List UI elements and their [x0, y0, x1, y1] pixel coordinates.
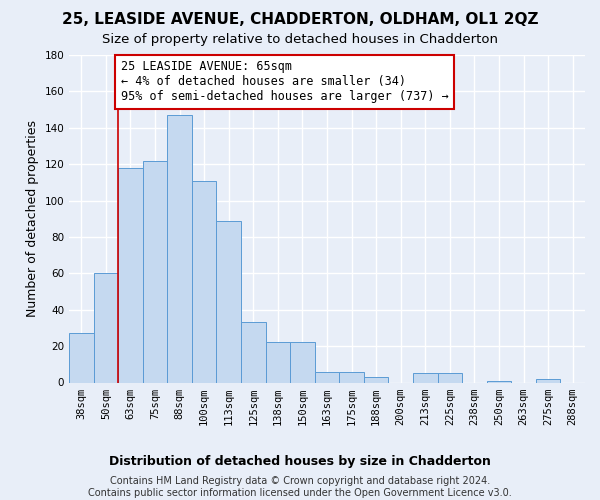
Text: Size of property relative to detached houses in Chadderton: Size of property relative to detached ho…	[102, 32, 498, 46]
Bar	[437, 374, 462, 382]
Bar	[364, 377, 388, 382]
Bar	[339, 372, 364, 382]
Bar	[217, 220, 241, 382]
Bar	[487, 380, 511, 382]
Bar	[118, 168, 143, 382]
Bar	[536, 379, 560, 382]
Bar	[315, 372, 339, 382]
Bar	[143, 160, 167, 382]
Bar	[69, 334, 94, 382]
Text: 25, LEASIDE AVENUE, CHADDERTON, OLDHAM, OL1 2QZ: 25, LEASIDE AVENUE, CHADDERTON, OLDHAM, …	[62, 12, 538, 28]
Bar	[266, 342, 290, 382]
Text: Distribution of detached houses by size in Chadderton: Distribution of detached houses by size …	[109, 455, 491, 468]
Y-axis label: Number of detached properties: Number of detached properties	[26, 120, 39, 318]
Bar	[192, 180, 217, 382]
Bar	[94, 274, 118, 382]
Bar	[413, 374, 437, 382]
Bar	[167, 115, 192, 382]
Bar	[241, 322, 266, 382]
Text: Contains HM Land Registry data © Crown copyright and database right 2024.: Contains HM Land Registry data © Crown c…	[110, 476, 490, 486]
Text: Contains public sector information licensed under the Open Government Licence v3: Contains public sector information licen…	[88, 488, 512, 498]
Bar	[290, 342, 315, 382]
Text: 25 LEASIDE AVENUE: 65sqm
← 4% of detached houses are smaller (34)
95% of semi-de: 25 LEASIDE AVENUE: 65sqm ← 4% of detache…	[121, 60, 448, 104]
